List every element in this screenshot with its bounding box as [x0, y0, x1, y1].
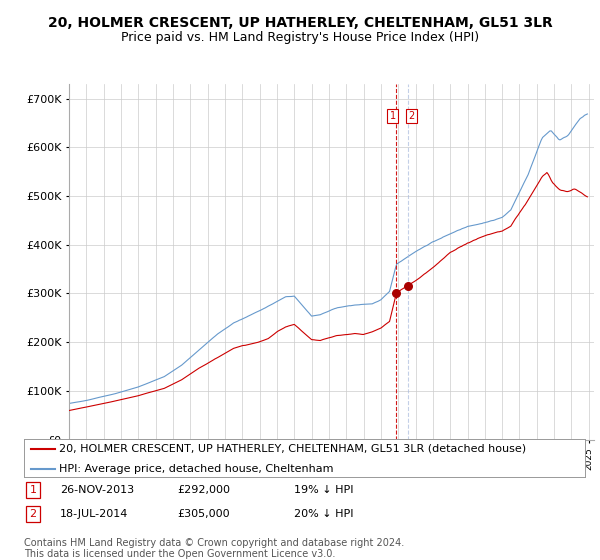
Text: 2: 2 [409, 111, 415, 121]
Text: 26-NOV-2013: 26-NOV-2013 [60, 485, 134, 495]
Text: 20, HOLMER CRESCENT, UP HATHERLEY, CHELTENHAM, GL51 3LR (detached house): 20, HOLMER CRESCENT, UP HATHERLEY, CHELT… [59, 444, 526, 454]
Text: £305,000: £305,000 [177, 509, 230, 519]
Text: 1: 1 [29, 485, 37, 495]
Text: 18-JUL-2014: 18-JUL-2014 [60, 509, 128, 519]
Point [403, 282, 412, 291]
Text: Price paid vs. HM Land Registry's House Price Index (HPI): Price paid vs. HM Land Registry's House … [121, 31, 479, 44]
Text: 1: 1 [389, 111, 395, 121]
Text: £292,000: £292,000 [177, 485, 230, 495]
Text: HPI: Average price, detached house, Cheltenham: HPI: Average price, detached house, Chel… [59, 464, 333, 474]
Text: Contains HM Land Registry data © Crown copyright and database right 2024.
This d: Contains HM Land Registry data © Crown c… [24, 538, 404, 559]
Point [392, 288, 401, 297]
Text: 20% ↓ HPI: 20% ↓ HPI [294, 509, 353, 519]
Text: 2: 2 [29, 509, 37, 519]
Text: 20, HOLMER CRESCENT, UP HATHERLEY, CHELTENHAM, GL51 3LR: 20, HOLMER CRESCENT, UP HATHERLEY, CHELT… [47, 16, 553, 30]
Text: 19% ↓ HPI: 19% ↓ HPI [294, 485, 353, 495]
